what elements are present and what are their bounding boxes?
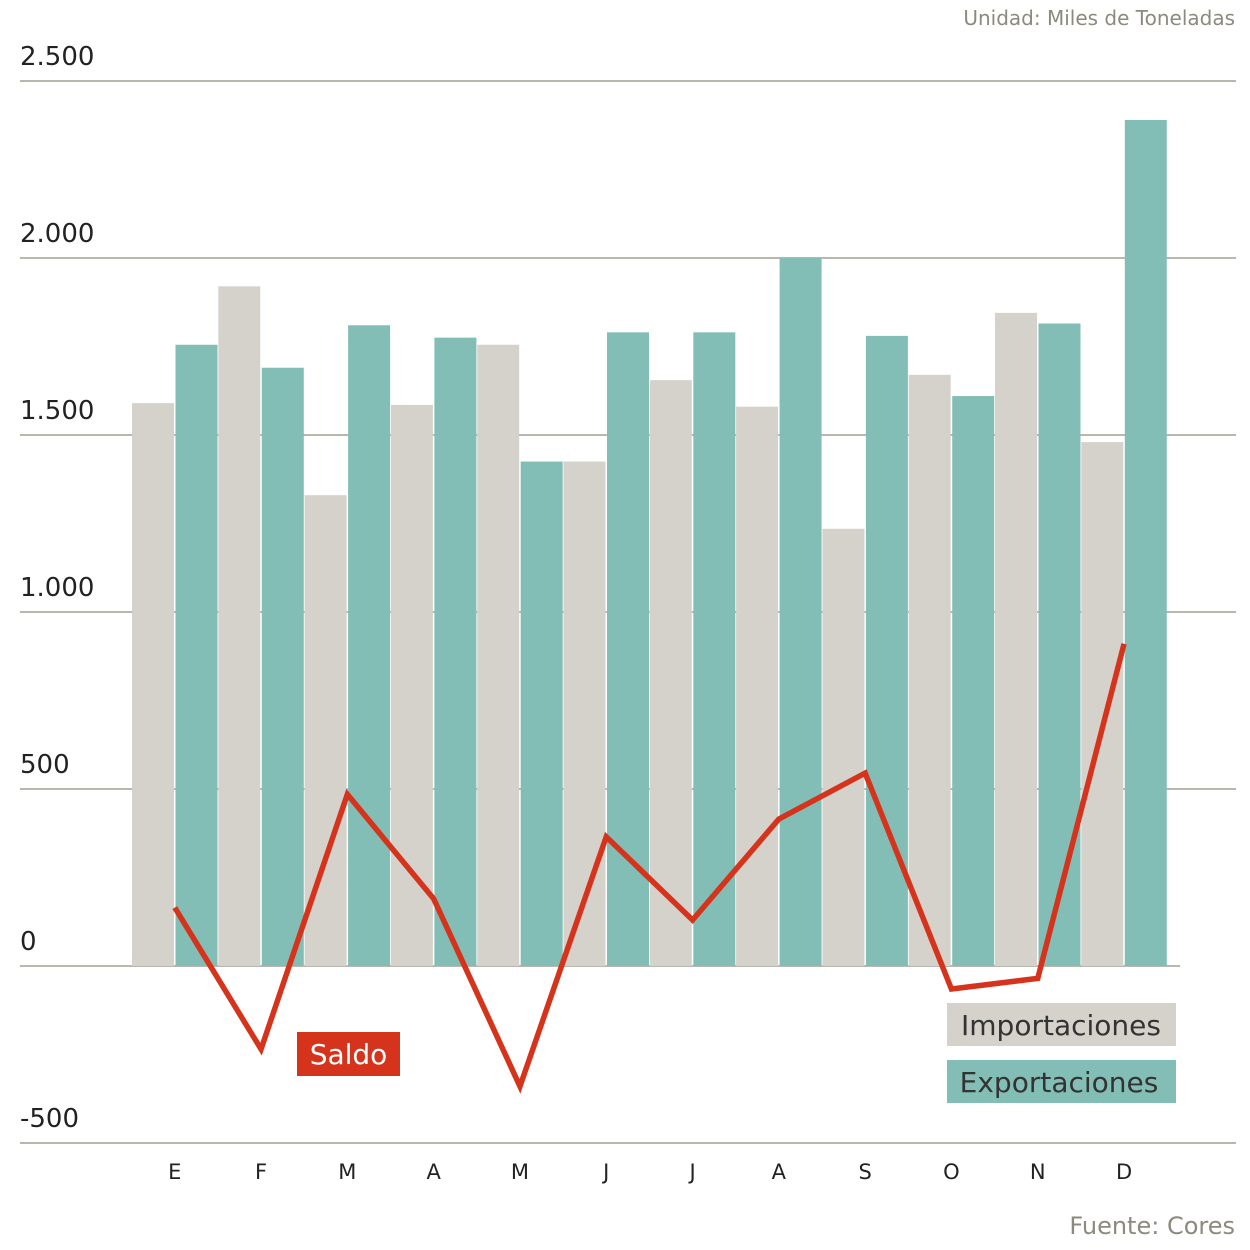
saldo-label-box (297, 1032, 400, 1076)
y-tick-label: 500 (20, 750, 70, 780)
bar-importaciones (477, 344, 520, 967)
bar-importaciones (908, 374, 951, 966)
x-tick-label: D (1116, 1160, 1132, 1184)
y-tick-label: 2.500 (20, 42, 94, 72)
bars (132, 119, 1167, 967)
y-tick-label: -500 (20, 1104, 79, 1134)
x-tick-label: M (511, 1160, 529, 1184)
x-tick-label: J (687, 1160, 695, 1184)
bar-importaciones (390, 404, 433, 966)
bar-exportaciones (952, 396, 995, 966)
legend-swatch-importaciones (947, 1003, 1176, 1046)
bar-exportaciones (261, 367, 304, 966)
bar-importaciones (563, 461, 606, 966)
bar-importaciones (132, 403, 174, 966)
legend-label-exportaciones: Exportaciones (960, 1066, 1159, 1099)
x-tick-label: E (168, 1160, 181, 1184)
y-tick-label: 0 (20, 927, 37, 957)
bar-importaciones (995, 312, 1037, 966)
legend: Saldo Importaciones Exportaciones (297, 1003, 1176, 1103)
bar-exportaciones (348, 325, 391, 966)
y-axis-ticks: -500 0 500 1.000 1.500 2.000 2.500 (20, 42, 94, 1134)
bar-importaciones (822, 528, 865, 966)
bar-exportaciones (434, 337, 477, 966)
bar-importaciones (1081, 442, 1124, 967)
bar-exportaciones (693, 332, 736, 967)
legend-swatch-exportaciones (947, 1060, 1176, 1103)
y-tick-label: 2.000 (20, 219, 94, 249)
saldo-label: Saldo (310, 1038, 388, 1071)
x-tick-label: A (772, 1160, 787, 1184)
unit-note: Unidad: Miles de Toneladas (963, 6, 1235, 30)
bar-exportaciones (175, 344, 218, 967)
source-note: Fuente: Cores (1069, 1212, 1235, 1240)
x-tick-label: A (426, 1160, 441, 1184)
bar-importaciones (218, 286, 261, 966)
x-tick-label: O (943, 1160, 960, 1184)
bar-exportaciones (1038, 323, 1081, 966)
y-tick-label: 1.000 (20, 573, 94, 603)
x-tick-label: F (255, 1160, 267, 1184)
legend-label-importaciones: Importaciones (961, 1009, 1161, 1042)
bar-exportaciones (520, 461, 563, 966)
x-tick-label: S (858, 1160, 871, 1184)
bar-exportaciones (1124, 119, 1167, 966)
saldo-line (172, 643, 1127, 1094)
bar-importaciones (736, 406, 779, 966)
bar-importaciones (649, 380, 692, 966)
x-tick-label: N (1030, 1160, 1046, 1184)
bar-importaciones (304, 495, 347, 966)
x-tick-label: J (601, 1160, 609, 1184)
saldo-line-layer (172, 643, 1127, 1094)
x-tick-label: M (338, 1160, 356, 1184)
bar-exportaciones (779, 258, 822, 966)
y-tick-label: 1.500 (20, 396, 94, 426)
